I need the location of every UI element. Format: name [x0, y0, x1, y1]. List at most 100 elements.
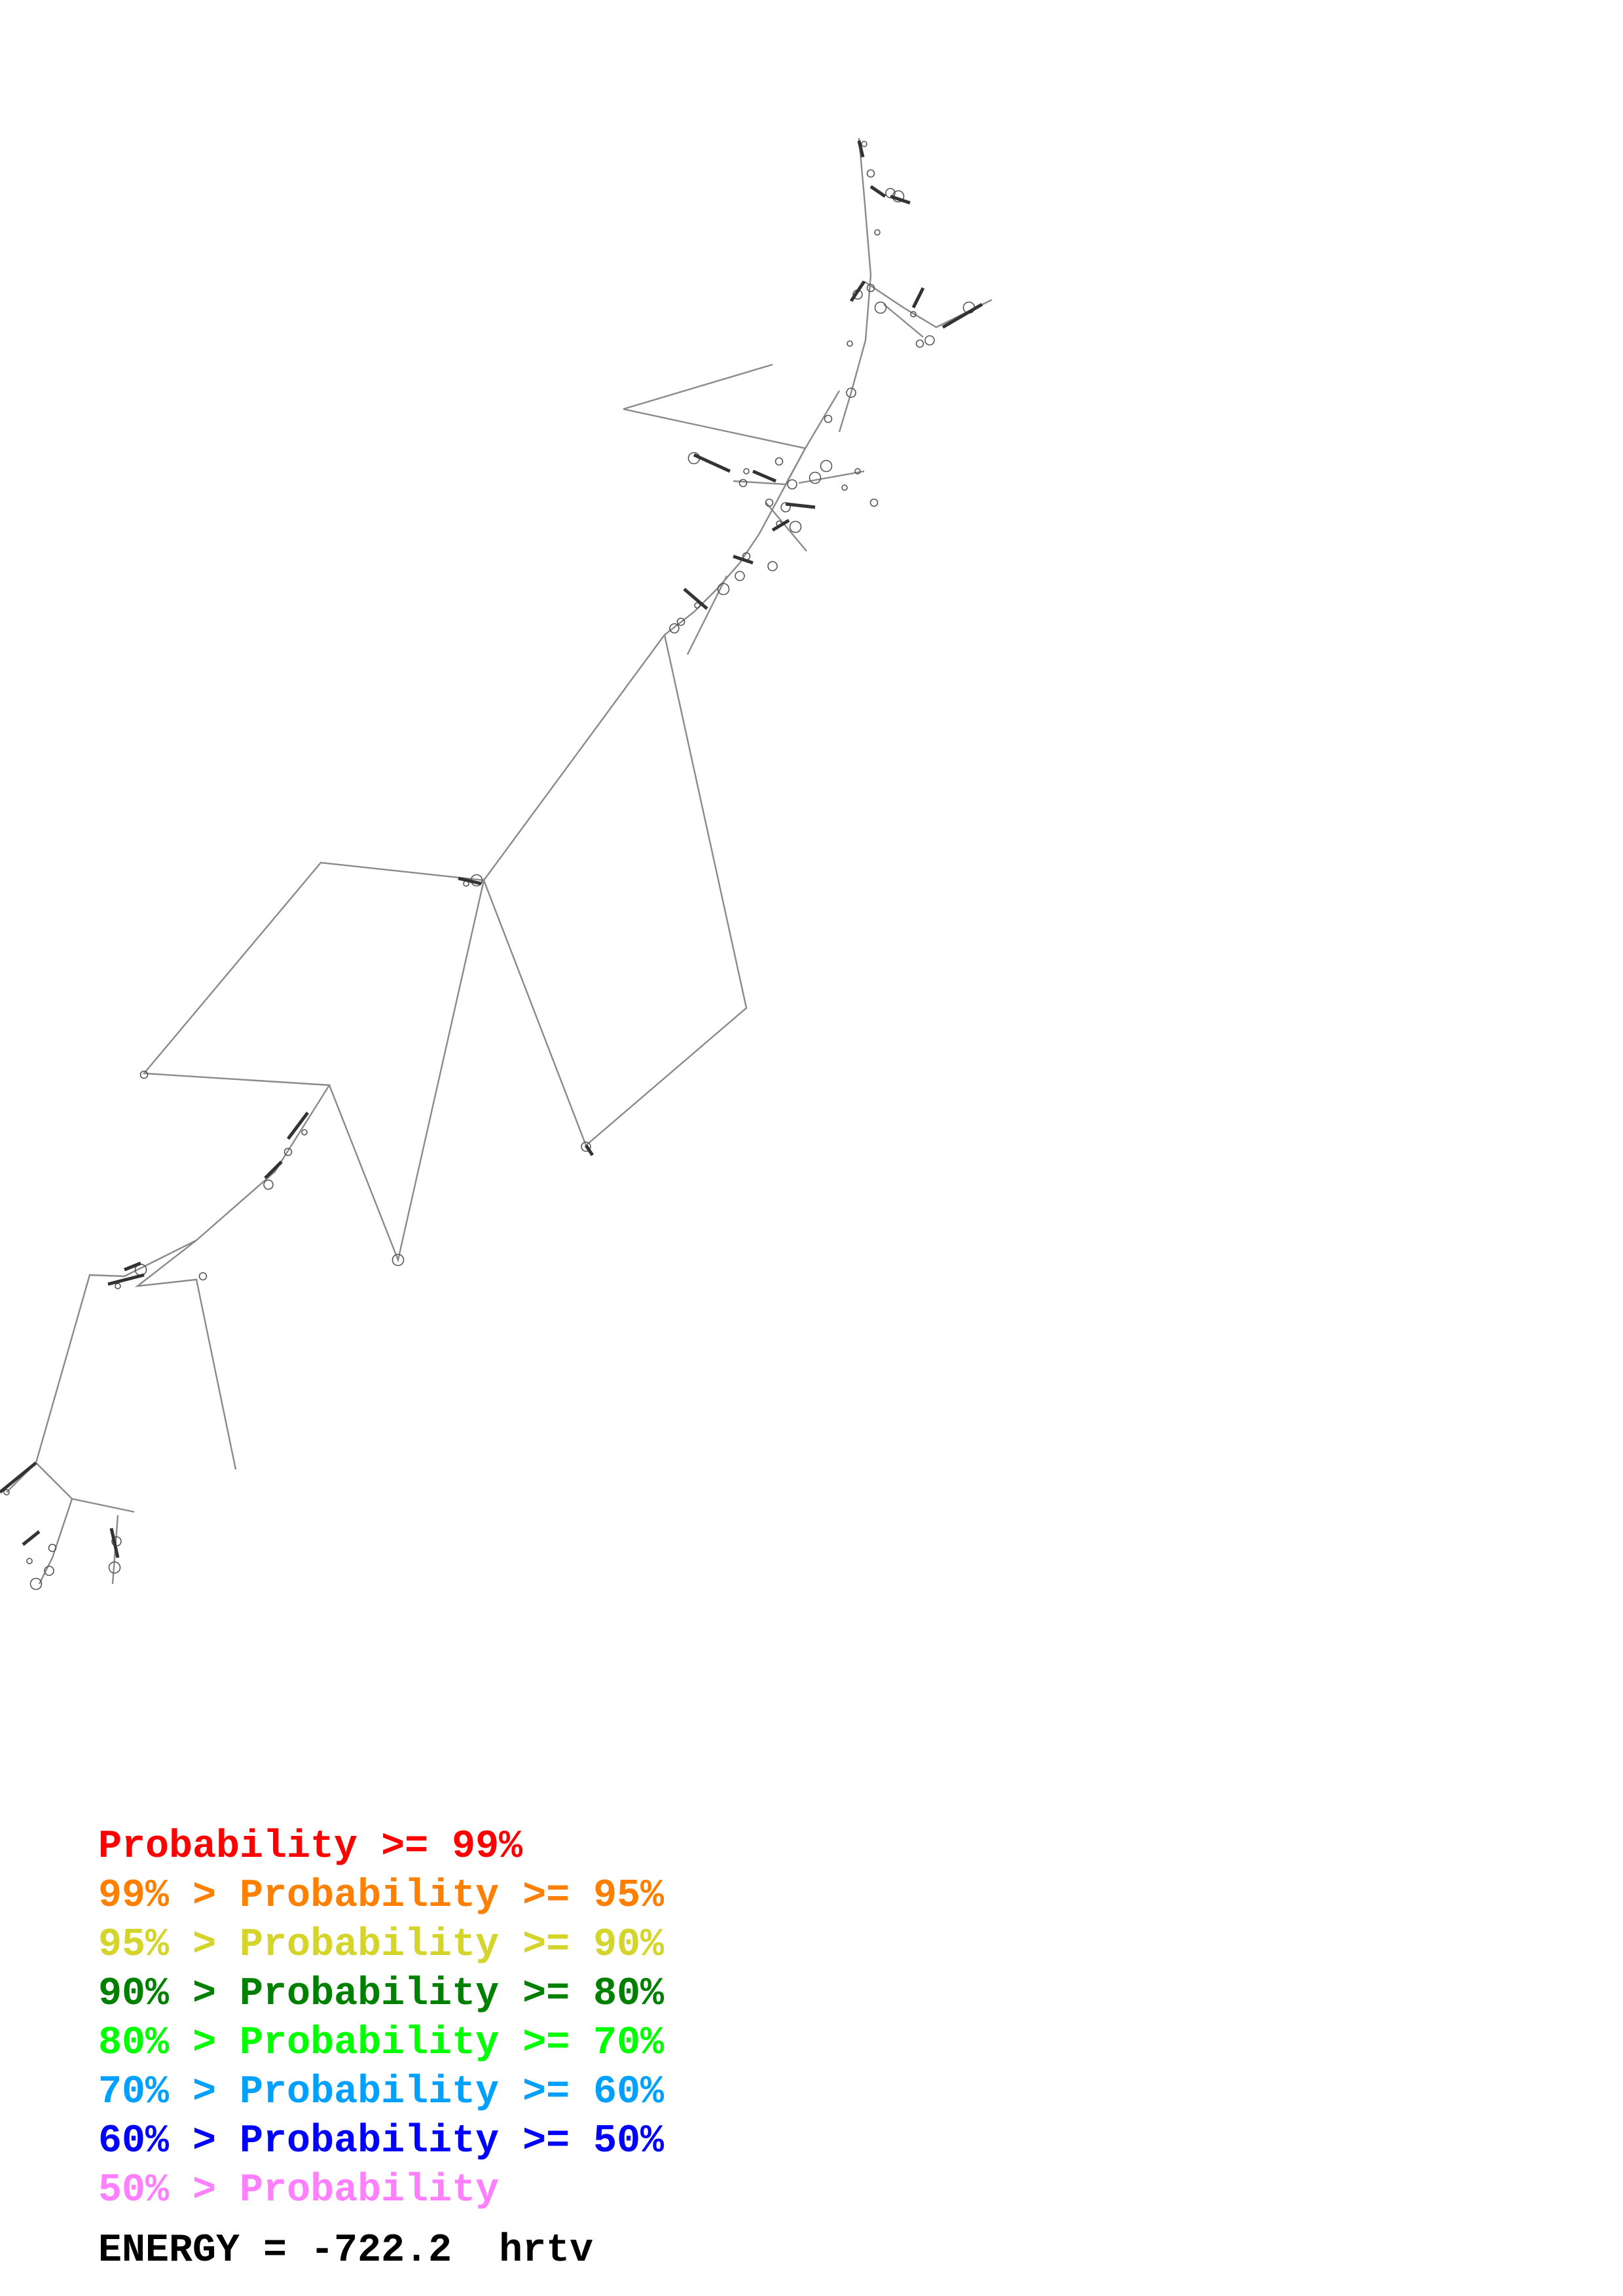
legend-suffix: >= 95%: [499, 1874, 665, 1918]
legend-label: Probability: [240, 1923, 500, 1967]
legend-label: Probability: [240, 1874, 500, 1918]
hairpin-loop: [866, 169, 875, 178]
legend-suffix: >= 70%: [499, 2021, 665, 2066]
rna-backbone-lines: [6, 137, 993, 1585]
legend-prefix: 95% >: [98, 1923, 240, 1967]
hairpin-loop: [669, 623, 680, 634]
legend-suffix: >= 80%: [499, 1972, 665, 2017]
backbone-segment: [864, 281, 993, 329]
hairpin-loop: [775, 457, 784, 466]
legend-row-50: 60% > Probability >= 50%: [98, 2117, 664, 2166]
legend-row-70: 80% > Probability >= 70%: [98, 2019, 664, 2068]
hairpin-loop: [392, 1253, 405, 1266]
backbone-segment: [134, 1240, 237, 1470]
hairpin-loop: [263, 1179, 274, 1190]
backbone-segment: [765, 502, 807, 552]
hairpin-loop: [854, 468, 861, 475]
legend-label: Probability: [240, 2168, 500, 2213]
backbone-segment: [798, 470, 865, 484]
legend-suffix: >= 50%: [499, 2119, 665, 2164]
legend-suffix: >= 90%: [499, 1923, 665, 1967]
hairpin-loop: [869, 498, 879, 507]
helix-stem: [941, 302, 983, 329]
energy-label: ENERGY: [98, 2229, 240, 2273]
hairpin-loop: [866, 283, 875, 293]
hairpin-loop: [735, 571, 745, 581]
hairpin-loop: [809, 471, 822, 484]
hairpin-loop: [787, 479, 797, 490]
backbone-segment: [328, 634, 748, 1263]
hairpin-loop: [874, 301, 887, 314]
helix-stem: [752, 469, 776, 483]
legend-row-99: Probability >= 99%: [98, 1823, 664, 1872]
hairpin-loop: [198, 1272, 208, 1281]
helix-stem: [733, 554, 754, 565]
legend-suffix: >= 60%: [499, 2070, 665, 2115]
backbone-segment: [804, 390, 841, 449]
helix-clusters: [0, 140, 983, 1590]
hairpin-loop: [48, 1543, 57, 1552]
hairpin-loop: [44, 1566, 54, 1576]
hairpin-loop: [139, 1070, 149, 1079]
hairpin-loop: [841, 484, 848, 491]
backbone-segment: [38, 1498, 73, 1585]
legend-prefix: 90% >: [98, 1972, 240, 2017]
hairpin-loop: [861, 141, 867, 147]
hairpin-loop: [743, 468, 750, 475]
backbone-segment: [142, 634, 665, 1241]
legend-row-below-50: 50% > Probability: [98, 2166, 664, 2215]
hairpin-loop: [676, 617, 685, 626]
hairpin-loop: [824, 414, 833, 423]
legend-prefix: 99% >: [98, 1874, 240, 1918]
hairpin-loop: [915, 339, 924, 348]
backbone-segment: [664, 448, 807, 636]
helix-stem: [287, 1111, 309, 1140]
hairpin-loop: [846, 387, 856, 398]
helix-stem: [771, 518, 790, 532]
helix-stem: [785, 502, 816, 509]
helix-stem: [584, 1144, 594, 1157]
helix-stem: [0, 1462, 37, 1494]
hairpin-loop: [847, 340, 853, 347]
helix-stem: [911, 287, 925, 309]
probability-legend: Probability >= 99% 99% > Probability >= …: [98, 1823, 664, 2215]
helix-stem: [857, 140, 865, 158]
backbone-segment: [838, 137, 872, 433]
hairpin-loop: [26, 1558, 33, 1564]
backbone-segment: [35, 1462, 135, 1513]
legend-prefix: 70% >: [98, 2070, 240, 2115]
helix-stem: [890, 194, 911, 205]
legend-label: Probability: [240, 1972, 500, 2017]
hairpin-loop: [765, 498, 774, 507]
hairpin-loop: [115, 1283, 121, 1289]
helix-stem: [849, 280, 866, 302]
hairpin-loop: [924, 335, 935, 346]
backbone-segment: [623, 408, 807, 486]
structure-name: hrtv: [499, 2229, 594, 2273]
legend-label: Probability: [240, 2021, 500, 2066]
helix-stem: [124, 1261, 141, 1272]
helix-stem: [107, 1273, 145, 1286]
hairpin-loop: [874, 229, 881, 236]
legend-row-80: 90% > Probability >= 80%: [98, 1970, 664, 2019]
backbone-segment: [686, 575, 728, 655]
hairpin-loop: [789, 520, 802, 533]
hairpin-loop: [283, 1147, 293, 1157]
legend-label: Probability: [240, 2070, 500, 2115]
hairpin-loop: [3, 1489, 10, 1496]
legend-label: Probability: [240, 2119, 500, 2164]
hairpin-loop: [820, 459, 833, 473]
hairpin-loop: [108, 1561, 121, 1574]
backbone-segment: [623, 363, 773, 410]
helix-stem: [869, 185, 886, 198]
helix-stem: [458, 876, 482, 886]
legend-row-60: 70% > Probability >= 60%: [98, 2068, 664, 2117]
legend-prefix: 60% >: [98, 2119, 240, 2164]
legend-row-95: 99% > Probability >= 95%: [98, 1872, 664, 1921]
legend-prefix: 80% >: [98, 2021, 240, 2066]
backbone-segment: [6, 1239, 197, 1493]
energy-line: ENERGY = -722.2 hrtv: [98, 2229, 594, 2273]
hairpin-loop: [910, 311, 917, 317]
hairpin-loop: [767, 561, 778, 571]
legend-row-90: 95% > Probability >= 90%: [98, 1921, 664, 1970]
